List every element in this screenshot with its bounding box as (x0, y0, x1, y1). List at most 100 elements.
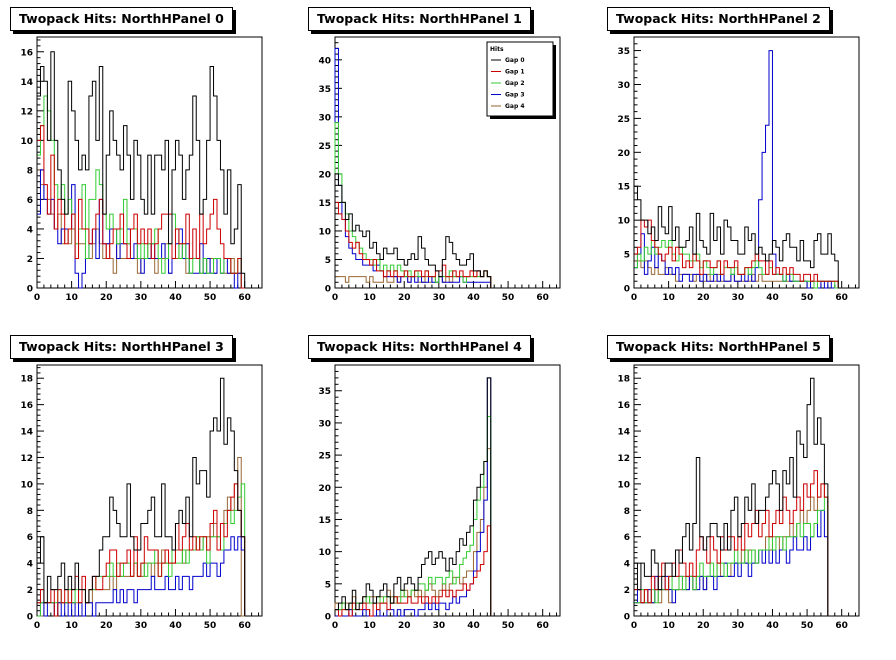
panel-title[interactable]: Twopack Hits: NorthHPanel 0 (10, 7, 233, 31)
y-tick-label: 0 (325, 613, 331, 623)
x-tick-label: 50 (502, 293, 515, 303)
panel-title[interactable]: Twopack Hits: NorthHPanel 5 (607, 335, 830, 359)
y-tick-label: 0 (325, 285, 331, 295)
y-tick-label: 20 (617, 149, 630, 159)
y-tick-label: 40 (318, 56, 331, 66)
panel-title[interactable]: Twopack Hits: NorthHPanel 1 (308, 7, 531, 31)
y-tick-label: 16 (20, 401, 33, 411)
x-tick-label: 20 (100, 621, 113, 631)
series-gap-0 (36, 51, 246, 288)
x-tick-label: 30 (732, 621, 745, 631)
series-gap-0 (633, 377, 842, 617)
x-tick-label: 0 (34, 621, 40, 631)
y-tick-label: 8 (27, 166, 33, 176)
y-tick-label: 10 (617, 217, 630, 227)
legend-label: Gap 3 (505, 92, 525, 99)
x-tick-label: 30 (433, 293, 446, 303)
legend-title: Hits (490, 46, 504, 53)
y-tick-label: 12 (20, 107, 33, 117)
x-tick-label: 30 (732, 293, 745, 303)
x-tick-label: 20 (100, 293, 113, 303)
x-tick-label: 10 (662, 293, 675, 303)
y-tick-label: 25 (617, 115, 630, 125)
y-tick-label: 10 (617, 480, 630, 490)
series-gap-2 (37, 483, 246, 617)
x-tick-label: 0 (631, 621, 637, 631)
y-tick-label: 16 (20, 48, 33, 58)
legend-box (486, 41, 554, 117)
series-gap-3 (37, 536, 246, 617)
y-tick-label: 20 (318, 170, 331, 180)
y-tick-label: 35 (318, 85, 331, 95)
x-tick-label: 50 (204, 621, 217, 631)
y-tick-label: 0 (27, 613, 33, 623)
x-tick-label: 50 (204, 293, 217, 303)
histogram-plot[interactable]: 0 5 10 15 20 25 30 35 0 10 20 30 40 50 60 (298, 328, 596, 656)
y-tick-label: 30 (318, 419, 331, 429)
x-tick-label: 50 (801, 621, 814, 631)
x-tick-label: 0 (332, 621, 338, 631)
x-tick-label: 10 (363, 293, 376, 303)
y-tick-label: 25 (318, 452, 331, 462)
x-tick-label: 60 (238, 293, 251, 303)
legend-label: Gap 2 (505, 80, 525, 87)
panel-3: Twopack Hits: NorthHPanel 3 0 2 4 6 8 10 12 14 1… (0, 328, 298, 656)
x-tick-label: 40 (766, 621, 779, 631)
x-tick-label: 20 (398, 621, 411, 631)
y-tick-label: 5 (325, 580, 331, 590)
x-tick-label: 40 (169, 621, 182, 631)
y-tick-label: 25 (318, 142, 331, 152)
x-tick-label: 20 (697, 293, 710, 303)
x-tick-label: 60 (238, 621, 251, 631)
y-tick-label: 10 (20, 480, 33, 490)
histogram-plot[interactable]: 0 2 4 6 8 10 12 14 16 18 0 10 20 30 40 50 60 (597, 328, 895, 656)
histogram-plot[interactable]: 0 5 10 15 20 25 30 35 0 10 20 30 40 50 60 (597, 0, 895, 328)
x-tick-label: 50 (801, 293, 814, 303)
y-tick-label: 16 (617, 401, 630, 411)
x-tick-label: 0 (332, 293, 338, 303)
y-tick-label: 4 (624, 560, 630, 570)
plot-frame (36, 364, 263, 617)
series-gap-1 (334, 201, 492, 288)
y-tick-label: 14 (617, 428, 630, 438)
plot-frame (36, 36, 263, 289)
y-tick-label: 4 (27, 560, 33, 570)
y-tick-label: 15 (318, 199, 331, 209)
series-gap-1 (633, 219, 842, 289)
x-tick-label: 0 (34, 293, 40, 303)
y-tick-label: 18 (20, 375, 33, 385)
series-gap-1 (36, 125, 245, 289)
y-tick-label: 14 (20, 78, 33, 88)
x-tick-label: 20 (398, 293, 411, 303)
y-tick-label: 0 (624, 613, 630, 623)
y-tick-label: 4 (27, 225, 33, 235)
series-gap-0 (36, 377, 246, 616)
x-tick-label: 60 (536, 293, 549, 303)
x-tick-label: 10 (363, 621, 376, 631)
histogram-plot[interactable]: 0 2 4 6 8 10 12 14 16 18 0 10 20 30 40 50 60 (0, 328, 298, 656)
panel-4: Twopack Hits: NorthHPanel 4 0 5 10 15 20 25 30… (298, 328, 596, 656)
panel-title[interactable]: Twopack Hits: NorthHPanel 3 (10, 335, 233, 359)
y-tick-label: 10 (318, 548, 331, 558)
x-tick-label: 20 (697, 621, 710, 631)
y-tick-label: 6 (624, 533, 630, 543)
x-tick-label: 30 (135, 621, 148, 631)
x-tick-label: 60 (835, 293, 848, 303)
x-tick-label: 40 (169, 293, 182, 303)
y-tick-label: 6 (27, 196, 33, 206)
panel-title[interactable]: Twopack Hits: NorthHPanel 4 (308, 335, 531, 359)
histogram-plot[interactable]: 0 2 4 6 8 10 12 14 16 0 10 20 30 40 50 60 (0, 0, 298, 328)
x-tick-label: 30 (433, 621, 446, 631)
y-tick-label: 5 (624, 251, 630, 261)
y-tick-label: 14 (20, 428, 33, 438)
x-tick-label: 10 (65, 293, 78, 303)
panel-0: Twopack Hits: NorthHPanel 0 0 2 4 6 8 10 12 14 1… (0, 0, 298, 328)
x-tick-label: 0 (631, 293, 637, 303)
series-gap-0 (334, 377, 492, 616)
y-tick-label: 12 (617, 454, 630, 464)
series-gap-3 (334, 47, 492, 288)
panel-title[interactable]: Twopack Hits: NorthHPanel 2 (607, 7, 830, 31)
